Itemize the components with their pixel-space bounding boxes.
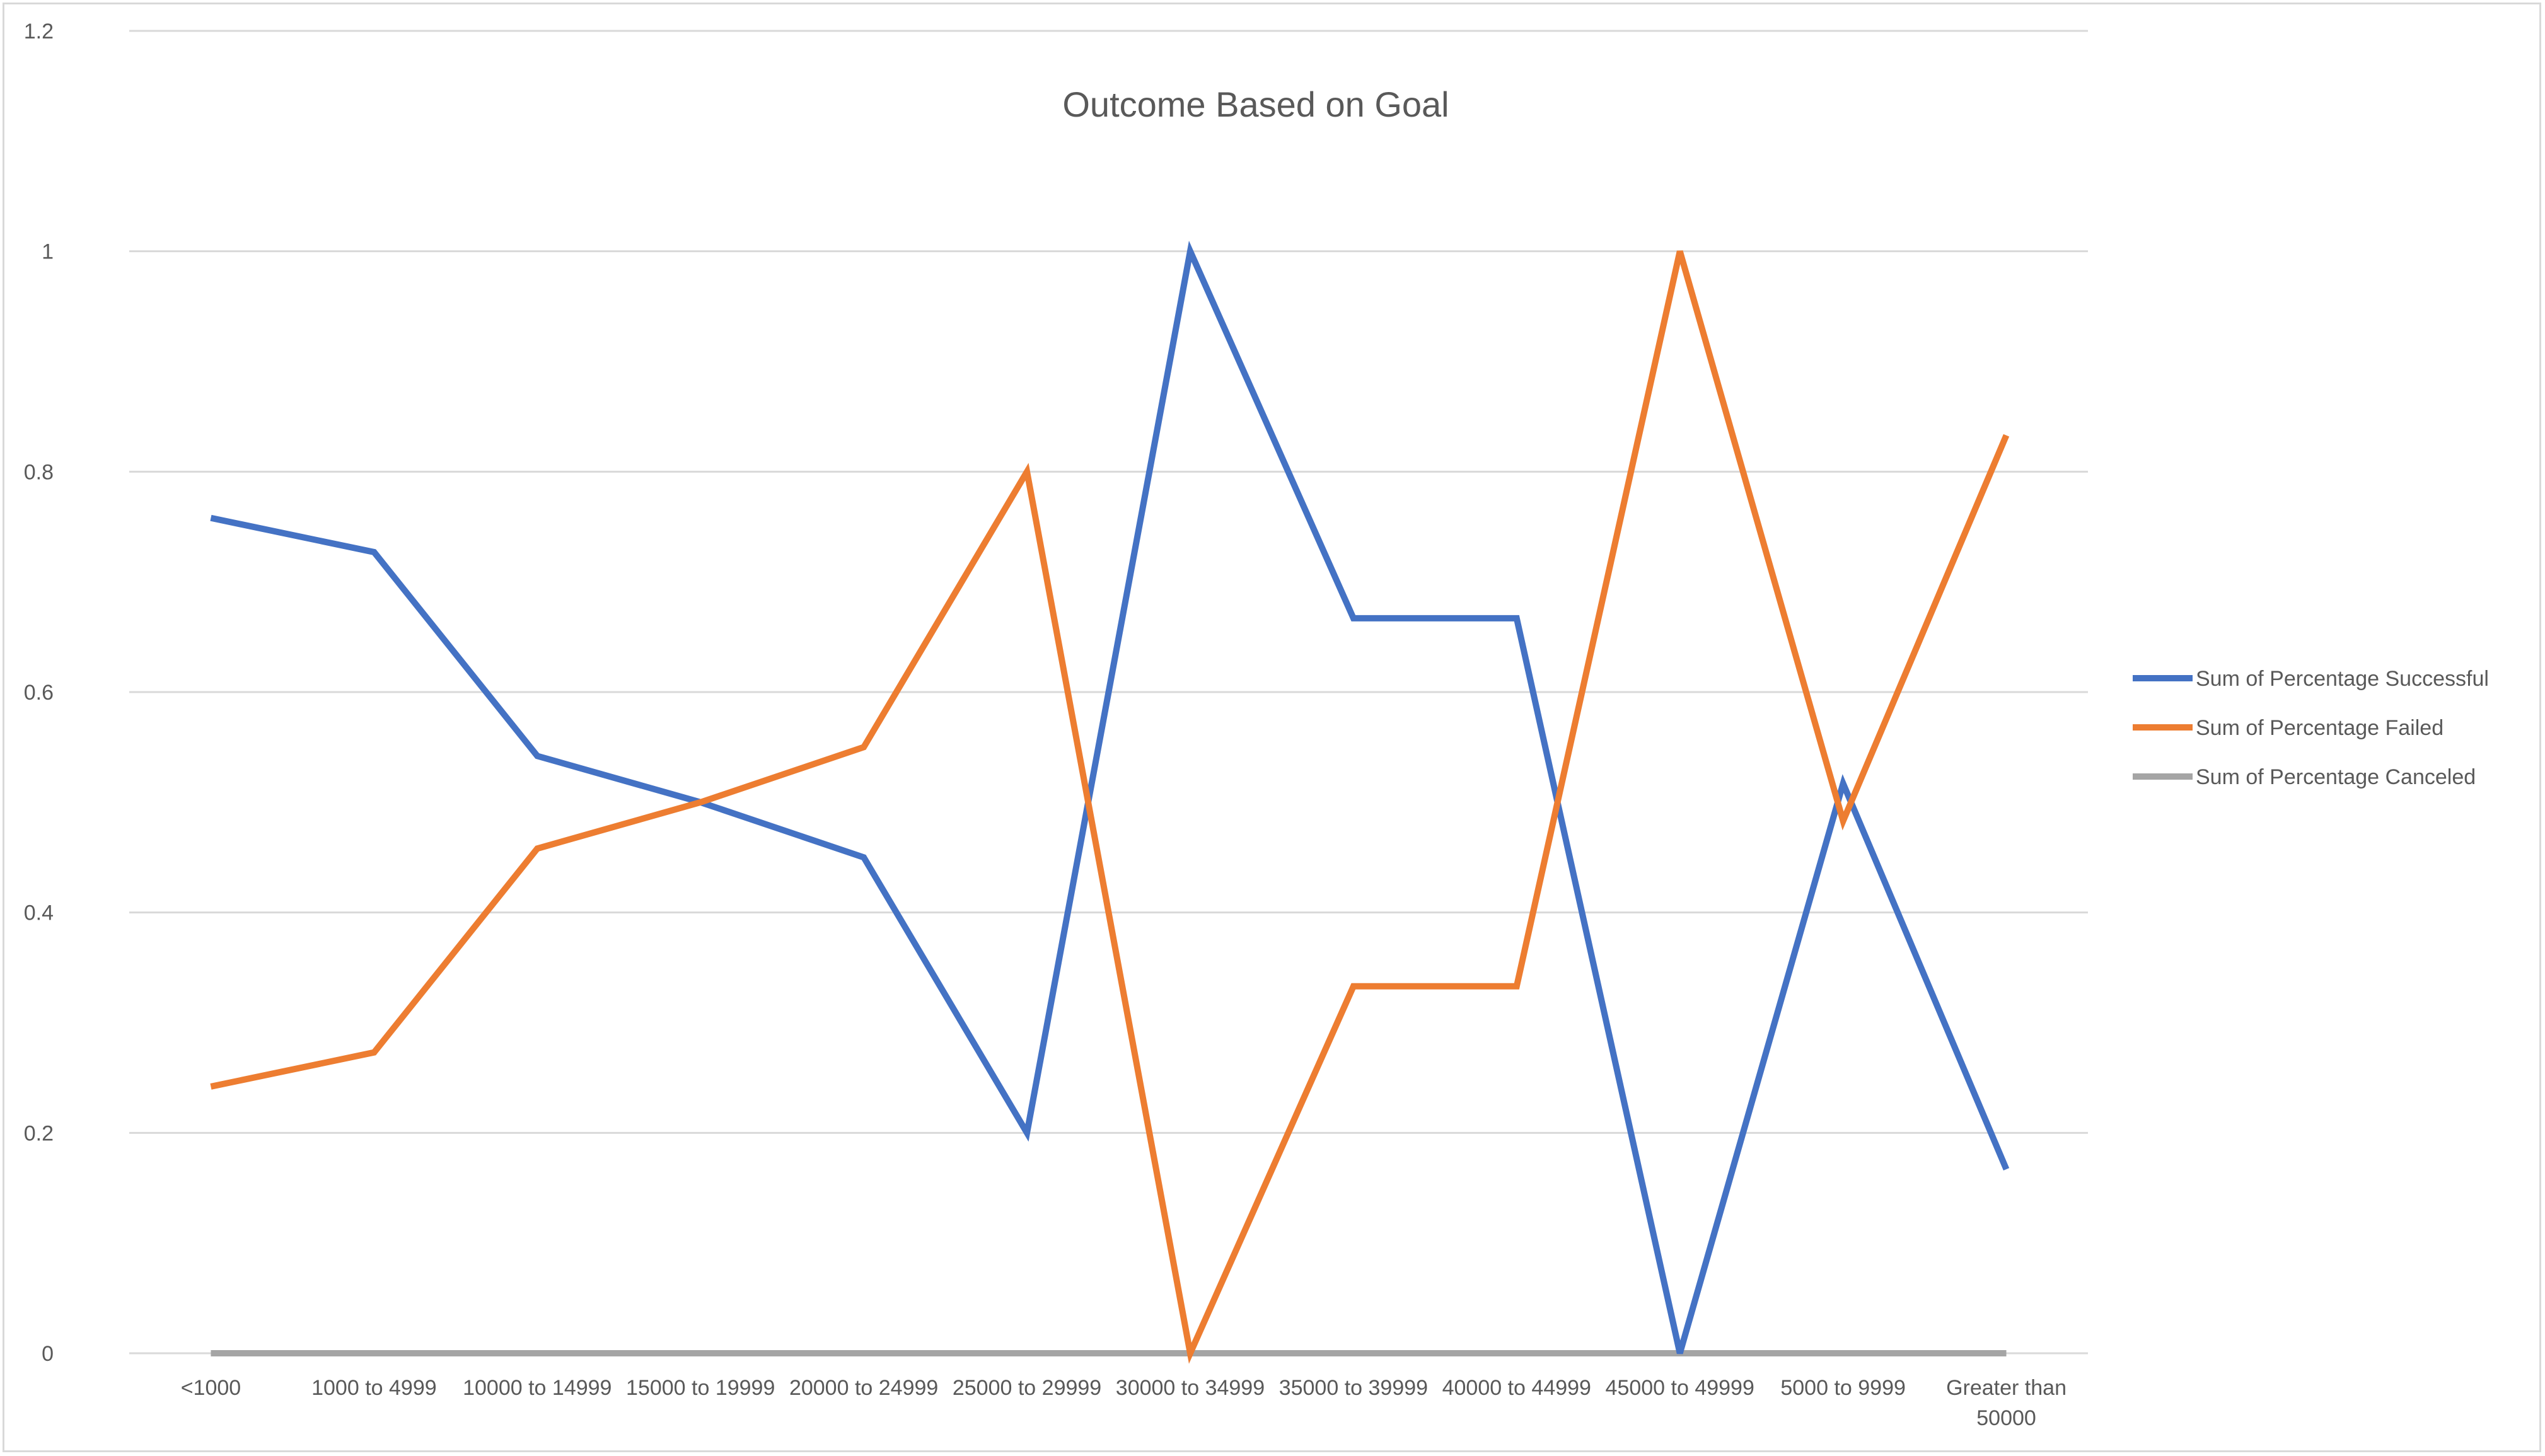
x-tick-label: 30000 to 34999 [1116, 1376, 1265, 1400]
series-line-1 [210, 250, 2010, 1364]
legend-label: Sum of Percentage Successful [2196, 667, 2489, 691]
y-tick-label: 0 [42, 1342, 54, 1366]
y-tick-label: 0.2 [24, 1121, 54, 1145]
chart-area [3, 3, 2541, 1452]
series-lines [210, 240, 2010, 1364]
x-tick-label: 35000 to 39999 [1279, 1376, 1428, 1400]
x-tick-label: <1000 [181, 1376, 241, 1400]
x-tick-label: 25000 to 29999 [953, 1376, 1101, 1400]
x-tick-label: 40000 to 44999 [1442, 1376, 1591, 1400]
x-tick-label: 20000 to 24999 [789, 1376, 938, 1400]
x-tick-label: 1000 to 4999 [311, 1376, 437, 1400]
y-axis-ticks: 0 0.2 0.4 0.6 0.8 1 1.2 [24, 20, 54, 1366]
legend-label: Sum of Percentage Failed [2196, 716, 2444, 740]
x-axis-ticks: <1000 1000 to 4999 10000 to 14999 15000 to … [181, 1376, 2067, 1430]
chart-title: Outcome Based on Goal [1062, 84, 1449, 124]
x-tick-label: Greater than 50000 [1946, 1376, 2067, 1430]
legend-label: Sum of Percentage Canceled [2196, 765, 2476, 789]
x-tick-label: 10000 to 14999 [463, 1376, 612, 1400]
series-line-0 [210, 240, 2010, 1355]
y-tick-label: 0.6 [24, 681, 54, 705]
x-tick-label: 15000 to 19999 [626, 1376, 775, 1400]
y-tick-label: 0.8 [24, 460, 54, 484]
legend: Sum of Percentage Successful Sum of Perce… [2133, 667, 2489, 789]
y-tick-label: 1.2 [24, 20, 54, 43]
y-tick-label: 1 [42, 240, 54, 264]
y-tick-label: 0.4 [24, 901, 54, 925]
x-tick-label: 45000 to 49999 [1606, 1376, 1754, 1400]
x-tick-label: 5000 to 9999 [1780, 1376, 1906, 1400]
